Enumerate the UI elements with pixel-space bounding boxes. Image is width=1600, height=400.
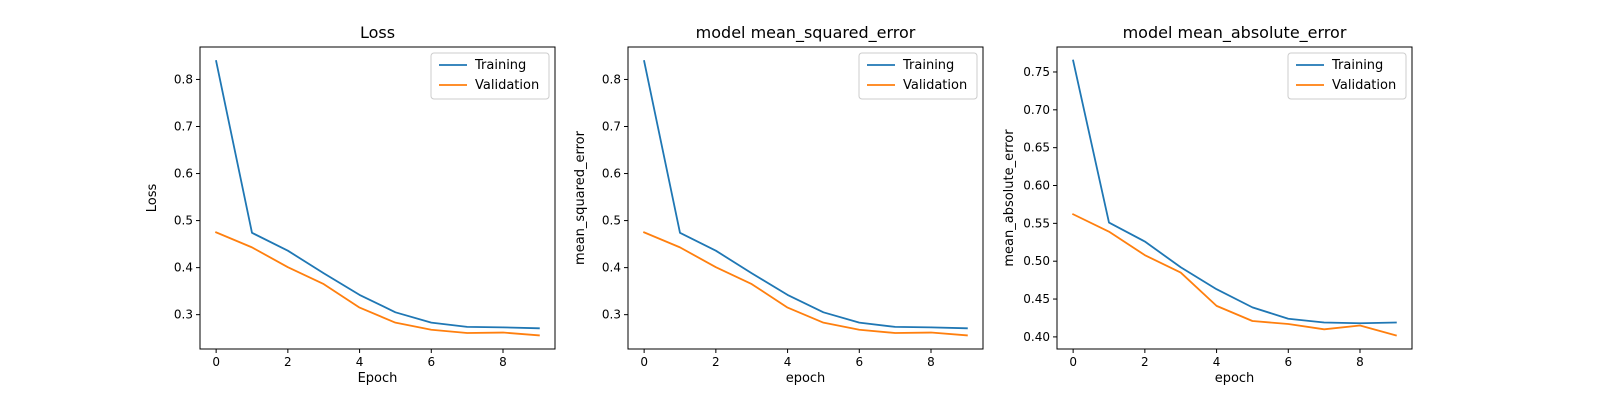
y-tick-label: 0.3 xyxy=(602,308,621,322)
chart-title: Loss xyxy=(360,23,395,42)
y-tick-label: 0.50 xyxy=(1023,254,1050,268)
x-tick-label: 2 xyxy=(284,355,292,369)
plot-frame xyxy=(1056,46,1413,350)
x-tick-label: 0 xyxy=(212,355,220,369)
legend-label-training: Training xyxy=(474,58,526,73)
x-tick-label: 4 xyxy=(784,355,792,369)
x-tick-label: 6 xyxy=(1284,355,1292,369)
chart-title: model mean_squared_error xyxy=(696,23,916,43)
x-tick-label: 6 xyxy=(855,355,863,369)
y-tick-label: 0.45 xyxy=(1023,292,1050,306)
x-tick-label: 8 xyxy=(1356,355,1364,369)
series-layer xyxy=(642,60,968,337)
legend: Training Validation xyxy=(858,52,978,100)
y-tick-label: 0.8 xyxy=(174,72,193,86)
y-tick-label: 0.75 xyxy=(1023,65,1050,79)
x-tick-label: 8 xyxy=(499,355,507,369)
y-tick-label: 0.40 xyxy=(1023,330,1050,344)
x-tick-label: 2 xyxy=(1141,355,1149,369)
series-line-validation xyxy=(1071,213,1397,337)
legend-label-validation: Validation xyxy=(1332,78,1396,93)
x-axis-label: Epoch xyxy=(358,371,398,386)
y-tick-label: 0.3 xyxy=(174,308,193,322)
ticks-layer: 0 2 4 6 8 0.3 0.4 0.5 0.6 0.7 0.8 xyxy=(602,72,935,369)
y-tick-label: 0.5 xyxy=(174,214,193,228)
y-tick-label: 0.70 xyxy=(1023,103,1050,117)
y-tick-label: 0.60 xyxy=(1023,179,1050,193)
chart-title: model mean_absolute_error xyxy=(1123,23,1347,43)
y-tick-label: 0.5 xyxy=(602,214,621,228)
mae-chart: 0 2 4 6 8 0.40 0.45 0.50 0.55 0.60 0.65 0.70 0.75 mo… xyxy=(1002,23,1413,386)
y-axis-label: Loss xyxy=(145,184,160,213)
x-tick-label: 6 xyxy=(427,355,435,369)
legend-label-training: Training xyxy=(1331,58,1383,73)
series-line-training xyxy=(643,60,968,330)
series-line-training xyxy=(215,60,540,330)
x-tick-label: 2 xyxy=(712,355,720,369)
ticks-layer: 0 2 4 6 8 0.3 0.4 0.5 0.6 0.7 0.8 xyxy=(174,72,507,369)
y-tick-label: 0.7 xyxy=(174,119,193,133)
x-axis-label: epoch xyxy=(786,371,826,386)
y-axis-label: mean_squared_error xyxy=(573,130,588,265)
series-line-training xyxy=(1072,59,1397,325)
y-tick-label: 0.4 xyxy=(602,261,621,275)
y-tick-label: 0.4 xyxy=(174,261,193,275)
mse-chart: 0 2 4 6 8 0.3 0.4 0.5 0.6 0.7 0.8 model mean_squar… xyxy=(573,23,984,386)
x-tick-label: 8 xyxy=(927,355,935,369)
plot-frame xyxy=(627,46,984,350)
y-tick-label: 0.55 xyxy=(1023,216,1050,230)
y-tick-label: 0.8 xyxy=(602,72,621,86)
y-tick-label: 0.7 xyxy=(602,119,621,133)
series-line-validation xyxy=(214,231,540,337)
legend-label-validation: Validation xyxy=(475,78,539,93)
y-tick-label: 0.6 xyxy=(174,167,193,181)
y-tick-label: 0.6 xyxy=(602,167,621,181)
x-tick-label: 0 xyxy=(1069,355,1077,369)
plot-frame xyxy=(199,46,556,350)
y-tick-label: 0.65 xyxy=(1023,141,1050,155)
legend: Training Validation xyxy=(1287,52,1407,100)
series-line-validation xyxy=(642,231,968,337)
series-layer xyxy=(214,60,540,337)
x-axis-label: epoch xyxy=(1215,371,1255,386)
x-tick-label: 4 xyxy=(356,355,364,369)
legend: Training Validation xyxy=(430,52,550,100)
y-axis-label: mean_absolute_error xyxy=(1002,129,1017,267)
legend-label-validation: Validation xyxy=(903,78,967,93)
series-layer xyxy=(1071,59,1397,337)
x-tick-label: 0 xyxy=(640,355,648,369)
loss-chart: 0 2 4 6 80.30.40.50.60.70.8 Loss Epoch Loss … xyxy=(145,23,556,386)
x-tick-label: 4 xyxy=(1213,355,1221,369)
legend-label-training: Training xyxy=(902,58,954,73)
ticks-layer: 0 2 4 6 8 0.40 0.45 0.50 0.55 0.60 0.65 0.70 0.75 xyxy=(1023,65,1364,369)
